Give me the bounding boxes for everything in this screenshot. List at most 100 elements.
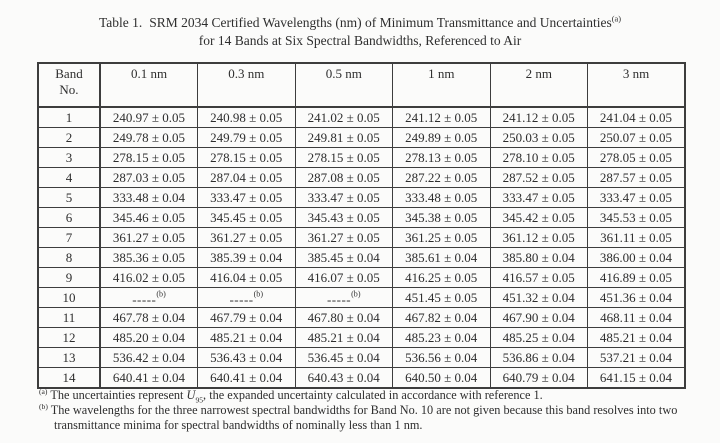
band-number-cell: 11 [37, 307, 101, 328]
wavelength-cell: 451.32 ± 0.04 [489, 287, 588, 308]
table-row: 14 640.41 ± 0.04 640.41 ± 0.04 640.43 ± 0.0… [37, 367, 686, 389]
wavelength-cell: 451.45 ± 0.05 [392, 287, 491, 308]
caption-line1: Table 1. SRM 2034 Certified Wavelengths (… [0, 14, 720, 32]
wavelength-cell: -----(b) [294, 287, 393, 308]
wavelength-cell: 640.43 ± 0.04 [294, 367, 393, 389]
wavelength-cell: 385.45 ± 0.04 [294, 247, 393, 268]
wavelength-cell: 416.89 ± 0.05 [587, 267, 686, 288]
wavelength-cell: 451.36 ± 0.04 [587, 287, 686, 308]
footnote-a-text-after: , the expanded uncertainty calculated in… [203, 388, 543, 402]
wavelength-cell: 345.45 ± 0.05 [197, 207, 296, 228]
wavelength-cell: 361.12 ± 0.05 [489, 227, 588, 248]
wavelength-cell: 278.13 ± 0.05 [392, 147, 491, 168]
band-header-line1: Band [55, 66, 83, 81]
no-value-dashes: ----- [326, 291, 352, 307]
band-number-cell: 5 [37, 187, 101, 208]
wavelength-cell: 485.21 ± 0.04 [197, 327, 296, 348]
table-caption: Table 1. SRM 2034 Certified Wavelengths (… [0, 0, 720, 49]
wavelength-cell: 250.03 ± 0.05 [489, 127, 588, 148]
wavelength-cell: 485.23 ± 0.04 [392, 327, 491, 348]
wavelength-cell: 333.47 ± 0.05 [197, 187, 296, 208]
footnote-b-ref-marker: (b) [156, 289, 166, 299]
wavelength-table: Band No. 0.1 nm 0.3 nm 0.5 nm 1 nm 2 nm … [37, 62, 686, 389]
wavelength-cell: 287.04 ± 0.05 [197, 167, 296, 188]
wavelength-cell: 278.05 ± 0.05 [587, 147, 686, 168]
wavelength-cell: 345.42 ± 0.05 [489, 207, 588, 228]
band-number-cell: 10 [37, 287, 101, 308]
wavelength-cell: 249.89 ± 0.05 [392, 127, 491, 148]
bandwidth-header-0.3nm: 0.3 nm [197, 62, 296, 108]
wavelength-cell: 287.08 ± 0.05 [294, 167, 393, 188]
caption-line2: for 14 Bands at Six Spectral Bandwidths,… [198, 32, 522, 48]
wavelength-cell: 278.15 ± 0.05 [294, 147, 393, 168]
band-number-cell: 7 [37, 227, 101, 248]
wavelength-cell: 333.48 ± 0.04 [99, 187, 198, 208]
bandwidth-header-0.1nm: 0.1 nm [99, 62, 198, 108]
bandwidth-header-0.5nm: 0.5 nm [294, 62, 393, 108]
band-number-cell: 4 [37, 167, 101, 188]
caption-footnote-marker-a: (a) [611, 14, 622, 24]
wavelength-cell: 241.12 ± 0.05 [392, 106, 491, 128]
wavelength-cell: 249.79 ± 0.05 [197, 127, 296, 148]
header-row: Band No. 0.1 nm 0.3 nm 0.5 nm 1 nm 2 nm … [37, 62, 686, 108]
wavelength-cell: 467.82 ± 0.04 [392, 307, 491, 328]
wavelength-cell: 467.79 ± 0.04 [197, 307, 296, 328]
wavelength-cell: 485.21 ± 0.04 [587, 327, 686, 348]
wavelength-cell: 537.21 ± 0.04 [587, 347, 686, 368]
band-no-header: Band No. [37, 62, 101, 108]
u95-subscript: 95 [195, 395, 204, 405]
wavelength-cell: 345.43 ± 0.05 [294, 207, 393, 228]
table-row: 8 385.36 ± 0.05 385.39 ± 0.04 385.45 ± 0.04… [37, 247, 686, 268]
table-row: 9 416.02 ± 0.05 416.04 ± 0.05 416.07 ± 0.05… [37, 267, 686, 288]
wavelength-cell: 640.79 ± 0.04 [489, 367, 588, 389]
wavelength-cell: 468.11 ± 0.04 [587, 307, 686, 328]
wavelength-cell: 385.80 ± 0.04 [489, 247, 588, 268]
wavelength-cell: 287.57 ± 0.05 [587, 167, 686, 188]
band-number-cell: 8 [37, 247, 101, 268]
table-row: 6 345.46 ± 0.05 345.45 ± 0.05 345.43 ± 0.05… [37, 207, 686, 228]
wavelength-cell: 536.86 ± 0.04 [489, 347, 588, 368]
footnote-a: (a) The uncertainties represent U95, the… [39, 386, 694, 405]
band-header-line2: No. [59, 82, 79, 97]
wavelength-cell: 485.21 ± 0.04 [294, 327, 393, 348]
band-number-cell: 9 [37, 267, 101, 288]
wavelength-cell: 536.43 ± 0.04 [197, 347, 296, 368]
wavelength-cell: 641.15 ± 0.04 [587, 367, 686, 389]
footnote-a-marker: (a) [39, 386, 48, 396]
wavelength-cell: 241.04 ± 0.05 [587, 106, 686, 128]
wavelength-cell: 386.00 ± 0.04 [587, 247, 686, 268]
wavelength-cell: 333.47 ± 0.05 [489, 187, 588, 208]
footnote-b-ref-marker: (b) [253, 289, 264, 299]
wavelength-cell: 287.03 ± 0.05 [99, 167, 198, 188]
footnotes: (a) The uncertainties represent U95, the… [39, 388, 694, 433]
table-body: 1 240.97 ± 0.05 240.98 ± 0.05 241.02 ± 0.05… [37, 106, 686, 389]
wavelength-cell: 240.98 ± 0.05 [197, 106, 296, 128]
wavelength-cell: 361.27 ± 0.05 [99, 227, 198, 248]
table-row: 10 -----(b) -----(b) -----(b) 451.45 ± 0.05 4… [37, 287, 686, 308]
wavelength-cell: 416.25 ± 0.05 [392, 267, 491, 288]
footnote-b-ref-marker: (b) [351, 289, 361, 299]
band-number-cell: 1 [37, 106, 101, 128]
band-number-cell: 13 [37, 347, 101, 368]
bandwidth-header-3nm: 3 nm [587, 62, 686, 108]
wavelength-cell: 416.57 ± 0.05 [489, 267, 588, 288]
wavelength-cell: 241.12 ± 0.05 [489, 106, 588, 128]
band-number-cell: 6 [37, 207, 101, 228]
caption-text: SRM 2034 Certified Wavelengths (nm) of M… [149, 15, 612, 30]
table-row: 1 240.97 ± 0.05 240.98 ± 0.05 241.02 ± 0.05… [37, 106, 686, 128]
wavelength-cell: 345.46 ± 0.05 [99, 207, 198, 228]
wavelength-cell: 361.11 ± 0.05 [587, 227, 686, 248]
wavelength-cell: 536.45 ± 0.04 [294, 347, 393, 368]
footnote-a-text-before: The uncertainties represent [50, 388, 187, 402]
wavelength-cell: 345.53 ± 0.05 [587, 207, 686, 228]
wavelength-cell: -----(b) [197, 287, 296, 308]
wavelength-cell: 361.25 ± 0.05 [392, 227, 491, 248]
wavelength-cell: 240.97 ± 0.05 [99, 106, 198, 128]
wavelength-cell: 278.10 ± 0.05 [489, 147, 588, 168]
table-row: 2 249.78 ± 0.05 249.79 ± 0.05 249.81 ± 0.05… [37, 127, 686, 148]
footnote-b-marker: (b) [39, 402, 48, 412]
wavelength-cell: 385.36 ± 0.05 [99, 247, 198, 268]
wavelength-cell: 345.38 ± 0.05 [392, 207, 491, 228]
no-value-dashes: ----- [132, 291, 157, 307]
